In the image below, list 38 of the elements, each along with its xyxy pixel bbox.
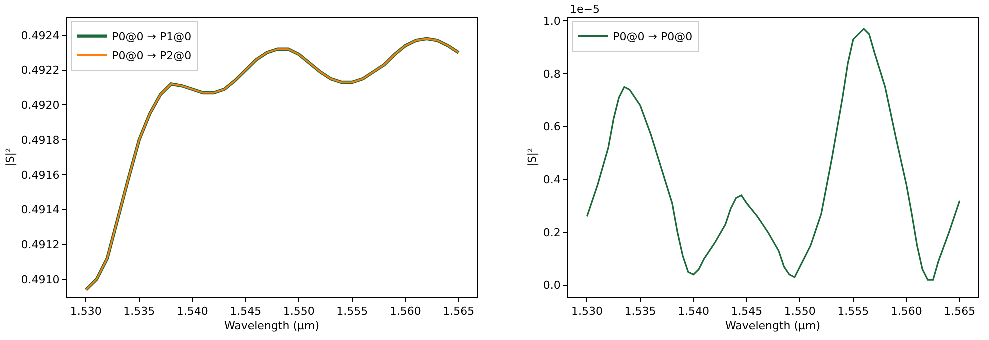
legend-label: P0@0 → P1@0 (112, 30, 192, 44)
y-tick-label: 0.4924 (21, 29, 60, 42)
x-tick-label: 1.560 (890, 305, 922, 318)
text: 1e−5 (570, 3, 600, 16)
y-tick-label: 0.4920 (21, 99, 60, 112)
y-tick-label: 0.4922 (21, 64, 60, 78)
x-tick-label: 1.530 (571, 305, 603, 318)
y-tick-label: 0.4916 (21, 168, 60, 182)
x-tick-label: 1.535 (124, 305, 156, 318)
x-axis-title: Wavelength (µm) (224, 319, 320, 332)
x-tick-label: 1.555 (336, 305, 368, 318)
y-tick-label: 0.4912 (21, 238, 60, 252)
x-tick-label: 1.565 (944, 305, 976, 318)
y-tick-label: 0.4914 (21, 204, 60, 217)
y-tick-label: 0.2 (543, 226, 561, 240)
x-tick-label: 1.550 (784, 305, 816, 318)
y-tick-label: 0.4 (543, 174, 561, 187)
legend-label: P0@0 → P2@0 (112, 50, 192, 63)
x-tick-label: 1.560 (390, 305, 422, 318)
y-tick-label: 0.4918 (21, 134, 60, 147)
x-axis-title: Wavelength (µm) (726, 319, 821, 332)
legend-label: P0@0 → P0@0 (613, 30, 693, 44)
y-tick-label: 0.0 (543, 279, 561, 292)
x-tick-label: 1.540 (678, 305, 710, 318)
y-axis-title: |S|² (4, 148, 17, 167)
x-tick-label: 1.540 (176, 305, 208, 318)
x-tick-label: 1.550 (283, 305, 315, 318)
x-tick-label: 1.545 (731, 305, 763, 318)
y-tick-label: 0.8 (543, 68, 561, 81)
x-tick-label: 1.565 (443, 305, 475, 318)
y-tick-label: 0.6 (543, 120, 561, 134)
y-tick-label: 0.4910 (21, 273, 60, 286)
x-tick-label: 1.530 (70, 305, 102, 318)
y-axis-title: |S|² (526, 148, 539, 167)
x-tick-label: 1.545 (230, 305, 262, 318)
x-tick-label: 1.555 (838, 305, 870, 318)
x-tick-label: 1.535 (624, 305, 656, 318)
y-tick-label: 1.0 (543, 15, 561, 28)
